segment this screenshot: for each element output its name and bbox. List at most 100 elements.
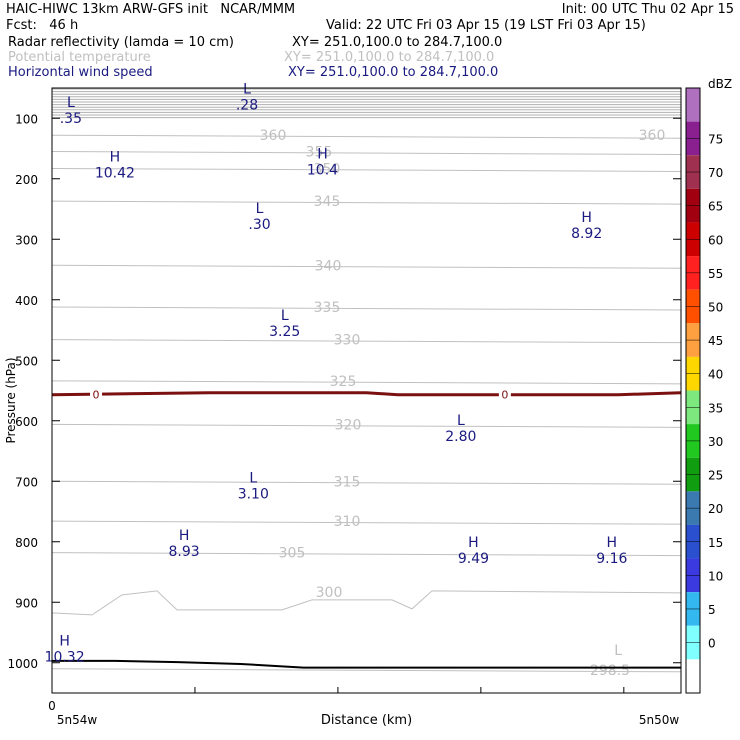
colorbar-label: dBZ (708, 77, 732, 91)
colorbar-value: 70 (708, 166, 723, 180)
theta-contour-300 (51, 590, 682, 616)
field-reflectivity: Radar reflectivity (lamda = 10 cm) (8, 35, 234, 50)
wind-extremum-type: H (110, 150, 121, 166)
wind-extremum-value: 3.25 (269, 324, 300, 340)
colorbar-segment (686, 659, 700, 693)
theta-contour-340 (51, 264, 682, 269)
theta-contour-305 (51, 552, 682, 557)
theta-label: 315 (334, 474, 361, 490)
theta-label: 330 (334, 333, 361, 349)
header-init: Init: 00 UTC Thu 02 Apr 15 (561, 2, 734, 17)
theta-contour-335 (51, 306, 682, 311)
wind-extremum-type: L (457, 413, 465, 429)
wind-extremum-type: L (281, 308, 289, 324)
wind-extremum-type: H (59, 634, 70, 650)
colorbar-value: 15 (708, 536, 723, 550)
zero-label: 0 (501, 389, 508, 402)
theta-label: 360 (260, 128, 287, 144)
colorbar-value: 35 (708, 401, 723, 415)
theta-label: 305 (279, 546, 306, 562)
field-theta-xy: XY= 251.0,100.0 to 284.7,100.0 (284, 50, 495, 65)
colorbar-value: 60 (708, 233, 723, 247)
theta-contour-320 (51, 423, 682, 428)
theta-contour-350 (51, 167, 682, 172)
theta-label: 310 (334, 514, 361, 530)
zero-label: 0 (93, 389, 100, 402)
zero-label-bg (90, 388, 103, 401)
wind-extremum-value: .30 (248, 217, 270, 233)
wind-extremum-type: H (179, 528, 190, 544)
colorbar-value: 0 (708, 637, 716, 651)
colorbar-value: 75 (708, 132, 723, 146)
wind-extremum-value: 9.49 (458, 551, 489, 567)
colorbar-value: 50 (708, 300, 723, 314)
y-tick-label: 600 (15, 415, 38, 429)
x-end-label-right: 5n50w (639, 713, 680, 727)
colorbar-value: 20 (708, 502, 723, 516)
wind-extremum-type: H (581, 210, 592, 226)
colorbar-value: 65 (708, 200, 723, 214)
x-end-label-left: 5n54w (57, 713, 98, 727)
theta-label: 360 (639, 128, 666, 144)
x-tick-label: 0 (48, 699, 56, 713)
theta-contour-345 (51, 200, 682, 205)
y-tick-label: 400 (15, 294, 38, 308)
colorbar-segment (686, 88, 700, 122)
zero-label-bg (498, 388, 511, 401)
colorbar-frame (685, 87, 701, 694)
plot-frame (51, 87, 682, 694)
theta-contour-355 (51, 151, 682, 156)
terrain-line (52, 659, 681, 669)
wind-extremum-type: L (243, 81, 251, 97)
wind-extremum-value: 3.10 (238, 486, 269, 502)
theta-contour-298.5 (51, 668, 682, 673)
theta-label: 300 (316, 585, 343, 601)
field-reflectivity-xy: XY= 251.0,100.0 to 284.7,100.0 (292, 35, 503, 50)
wind-extremum-value: 10.32 (45, 650, 85, 666)
header-valid: Valid: 22 UTC Fri 03 Apr 15 (19 LST Fri … (326, 18, 646, 33)
y-tick-label: 1000 (7, 657, 38, 671)
wind-extremum-value: 9.16 (596, 551, 627, 567)
header-title: HAIC-HIWC 13km ARW-GFS init NCAR/MMM (6, 2, 296, 17)
theta-label: 345 (314, 194, 341, 210)
colorbar-value: 10 (708, 569, 723, 583)
wind-extremum-value: .28 (236, 97, 258, 113)
y-tick-label: 800 (15, 536, 38, 550)
wind-extremum-type: H (317, 147, 328, 163)
theta-contour-360 (51, 134, 682, 139)
y-tick-label: 500 (15, 354, 38, 368)
colorbar-value: 45 (708, 334, 723, 348)
y-tick-label: 100 (15, 112, 38, 126)
colorbar-value: 30 (708, 435, 723, 449)
theta-label: 355 (306, 145, 333, 161)
wind-extremum-value: 8.93 (169, 544, 200, 560)
wind-extremum-type: H (468, 535, 479, 551)
field-theta: Potential temperature (8, 50, 151, 65)
y-tick-label: 700 (15, 475, 38, 489)
theta-label: 335 (314, 300, 341, 316)
wind-extremum-value: .35 (60, 111, 82, 127)
y-tick-label: 200 (15, 173, 38, 187)
colorbar-value: 5 (708, 603, 716, 617)
y-tick-label: 300 (15, 233, 38, 247)
field-wind: Horizontal wind speed (8, 65, 153, 80)
wind-extremum-value: 2.80 (445, 429, 476, 445)
theta-label: 340 (315, 258, 342, 274)
y-axis-label: Pressure (hPa) (4, 357, 18, 443)
theta-label: 320 (335, 417, 362, 433)
wind-extremum-value: 10.4 (307, 163, 338, 179)
colorbar-value: 55 (708, 267, 723, 281)
theta-contour-325 (51, 380, 682, 385)
wind-extremum-type: L (67, 95, 75, 111)
theta-contour-330 (51, 339, 682, 344)
zero-isotherm (51, 391, 682, 397)
theta-extremum-type: L (614, 643, 622, 659)
theta-label: 298.5 (590, 663, 630, 679)
x-axis-label: Distance (km) (321, 713, 412, 728)
header-fcst: Fcst: 46 h (6, 18, 79, 33)
y-tick-label: 900 (15, 596, 38, 610)
wind-extremum-type: L (249, 470, 257, 486)
theta-label: 350 (314, 161, 341, 177)
theta-contour-310 (51, 520, 682, 525)
